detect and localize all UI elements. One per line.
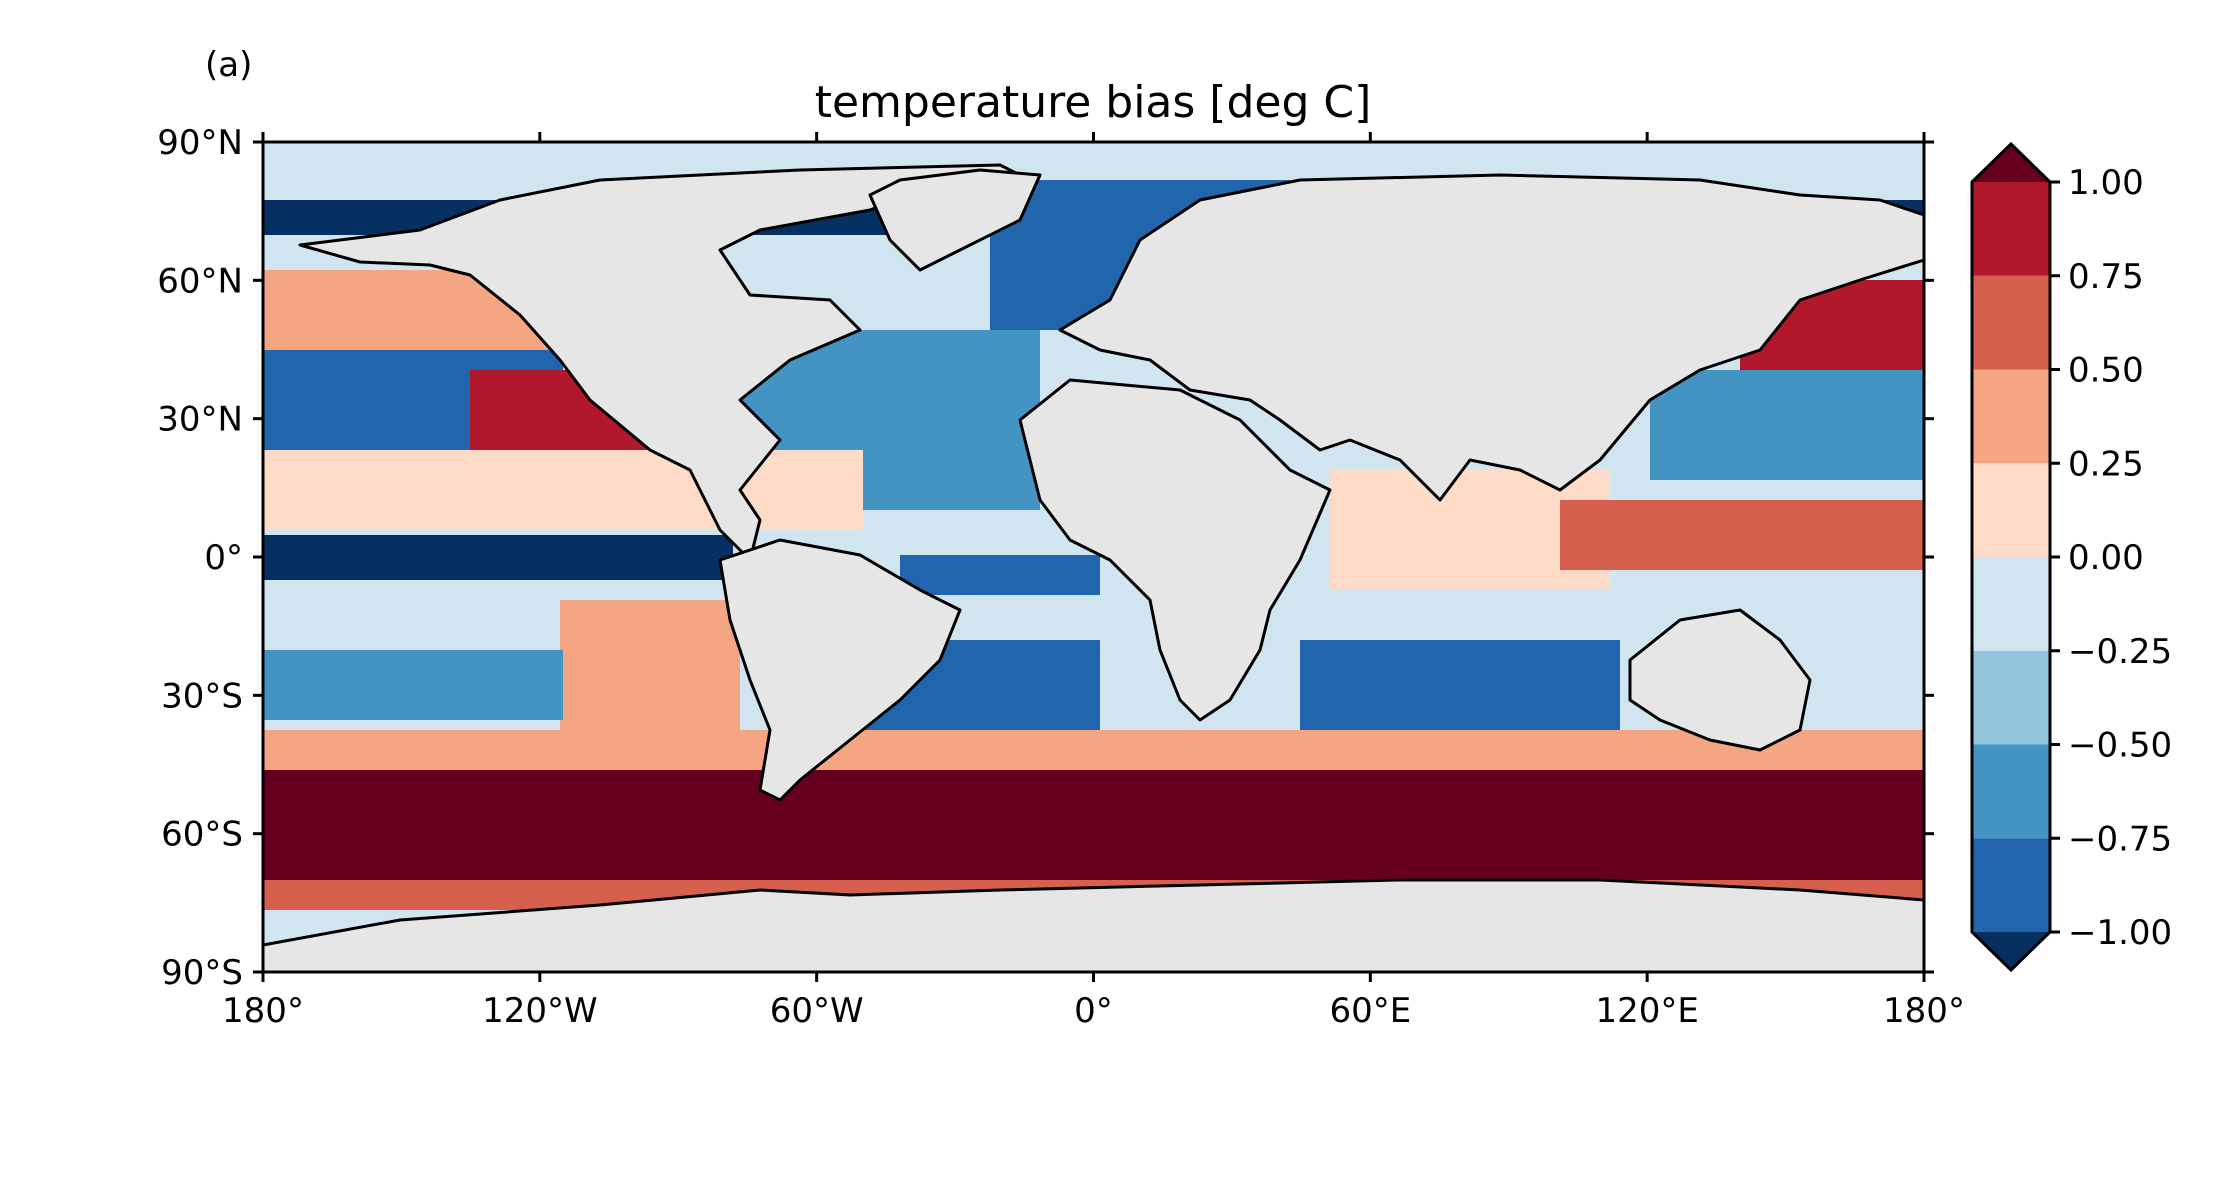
colorbar-segment	[1972, 369, 2050, 464]
axis-ticks: 180° 120°W 60°W 0° 60°E 120°E 180° 90°N 60°N 30°N…	[157, 123, 1965, 1031]
land-masses	[263, 163, 1924, 972]
x-tick-label: 120°W	[482, 991, 598, 1031]
y-tick-label: 90°S	[161, 953, 243, 993]
x-tick-label: 60°W	[770, 991, 864, 1031]
region-southern-ocean-edge	[263, 730, 1924, 770]
colorbar-extend-max	[1972, 144, 2050, 182]
x-tick-label: 180°	[222, 991, 304, 1031]
colorbar-segment	[1972, 463, 2050, 557]
colorbar-segment	[1972, 838, 2050, 932]
colorbar-segment	[1972, 275, 2050, 370]
colorbar-tick-label: 0.00	[2068, 538, 2144, 578]
region-sp-warm	[560, 600, 740, 750]
colorbar-segment	[1972, 182, 2050, 276]
x-tick-label: 120°E	[1595, 991, 1698, 1031]
y-tick-label: 30°S	[161, 676, 243, 716]
colorbar-segment	[1972, 557, 2050, 651]
colorbar-tick-label: −0.50	[2068, 726, 2172, 766]
australia	[1628, 608, 1812, 752]
greenland	[868, 168, 1042, 272]
colorbar-tick-label: 1.00	[2068, 163, 2144, 203]
north-america	[298, 163, 1032, 562]
colorbar-tick-label: −1.00	[2068, 913, 2172, 953]
y-tick-label: 60°N	[157, 261, 243, 301]
colorbar-tick-label: 0.50	[2068, 351, 2144, 391]
colorbar-tick-label: 0.25	[2068, 444, 2144, 484]
y-tick-label: 60°S	[161, 815, 243, 855]
eurasia	[1058, 173, 1924, 502]
colorbar-tick-label: −0.75	[2068, 819, 2172, 859]
map-panel: 180° 120°W 60°W 0° 60°E 120°E 180° 90°N 60°N 30°N…	[157, 123, 1965, 1031]
region-equatorial-pacific	[263, 535, 733, 580]
region-sp-cold	[263, 650, 563, 720]
colorbar: −1.00 −0.75 −0.50 −0.25 0.00 0.25 0.50 0.75 1.00	[1970, 141, 2172, 973]
antarctica	[263, 878, 1924, 972]
x-tick-label: 180°	[1883, 991, 1965, 1031]
region-subtropic	[263, 450, 863, 530]
colorbar-segment	[1972, 650, 2050, 745]
africa	[1018, 378, 1332, 722]
y-tick-label: 30°N	[157, 400, 243, 440]
colorbar-extend-min	[1972, 932, 2050, 970]
panel-label: (a)	[205, 45, 252, 85]
region-equatorial-atlantic	[900, 555, 1100, 595]
region-warm-pool	[1560, 500, 1924, 570]
x-tick-label: 0°	[1074, 991, 1113, 1031]
chart-title: temperature bias [deg C]	[815, 77, 1372, 128]
region-wp-cold	[1650, 370, 1924, 480]
colorbar-tick-label: 0.75	[2068, 257, 2144, 297]
x-tick-label: 60°E	[1329, 991, 1411, 1031]
colorbar-segment	[1972, 744, 2050, 839]
region-southern-ocean-warm	[263, 770, 1924, 880]
colorbar-tick-label: −0.25	[2068, 632, 2172, 672]
y-tick-label: 0°	[204, 538, 243, 578]
south-america	[718, 538, 962, 802]
y-tick-label: 90°N	[157, 123, 243, 163]
region-arctic	[263, 142, 1924, 184]
